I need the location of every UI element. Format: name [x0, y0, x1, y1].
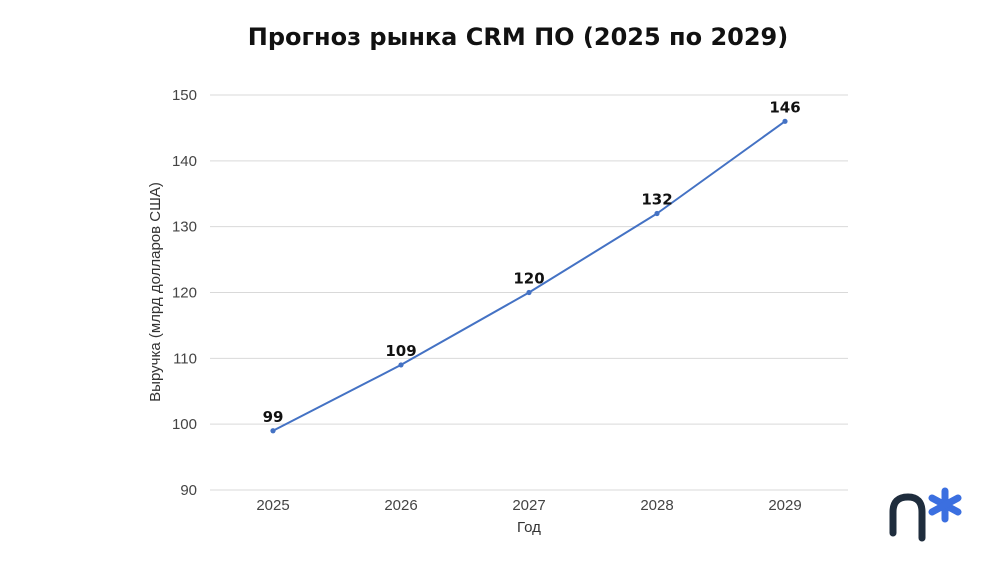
x-tick-label: 2027: [512, 497, 545, 514]
series-layer: [270, 118, 788, 434]
x-tick-label: 2025: [256, 497, 289, 514]
data-label: 132: [641, 191, 672, 209]
y-tick-label: 100: [172, 416, 197, 433]
asterisk-logo-icon: [889, 487, 962, 542]
y-tick-label: 120: [172, 285, 197, 302]
data-point: [398, 362, 404, 368]
x-tick-label: 2028: [640, 497, 673, 514]
data-label: 120: [513, 270, 544, 288]
logo-letter-a: [889, 493, 926, 542]
y-tick-label: 110: [173, 350, 197, 367]
x-tick-label: 2026: [384, 497, 417, 514]
logo-asterisk: [928, 487, 962, 523]
y-tick-label: 140: [172, 153, 197, 170]
data-label: 109: [385, 342, 416, 360]
x-axis-label: Год: [517, 519, 541, 536]
data-point: [526, 289, 532, 296]
data-label: 99: [263, 408, 284, 426]
data-point: [654, 210, 660, 217]
x-tick-label: 2029: [768, 497, 801, 514]
data-point: [270, 428, 276, 434]
chart-title: Прогноз рынка CRM ПО (2025 по 2029): [248, 23, 788, 51]
y-tick-label: 90: [180, 482, 197, 499]
y-axis-label: Выручка (млрд долларов США): [147, 182, 164, 402]
data-point: [782, 118, 788, 124]
data-labels: 99 109 120 132 146: [263, 98, 801, 425]
data-label: 146: [769, 98, 800, 116]
grid-lines: [210, 94, 848, 491]
y-axis-ticks: 90 100 110 120 130 140 150: [172, 87, 197, 499]
y-tick-label: 150: [172, 87, 197, 104]
x-axis-ticks: 2025 2026 2027 2028 2029: [256, 497, 801, 514]
y-tick-label: 130: [172, 219, 197, 236]
